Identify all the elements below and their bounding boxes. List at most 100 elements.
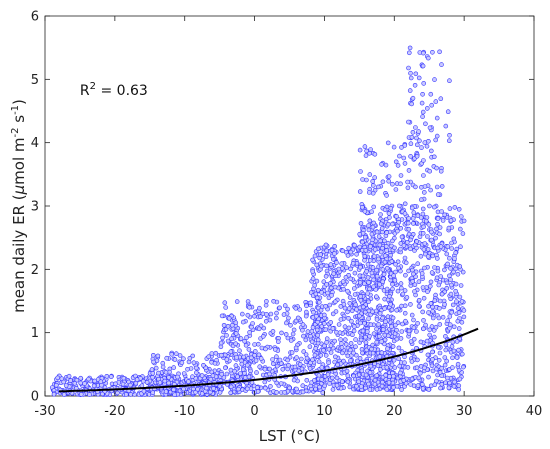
data-point <box>447 206 453 211</box>
data-point <box>409 101 415 107</box>
data-point <box>229 336 234 342</box>
data-point <box>418 253 424 259</box>
data-point <box>370 265 376 270</box>
data-point <box>423 322 428 328</box>
data-point <box>254 370 259 375</box>
data-point <box>415 321 420 326</box>
data-point <box>341 286 346 292</box>
data-point <box>164 355 169 361</box>
data-point <box>435 192 441 197</box>
data-point <box>428 148 434 154</box>
data-point <box>169 351 174 357</box>
data-point <box>342 305 348 311</box>
data-point <box>305 329 311 334</box>
data-point <box>412 83 418 88</box>
data-point <box>357 147 363 153</box>
data-point <box>366 190 372 195</box>
data-point <box>432 298 438 304</box>
data-point <box>435 268 441 274</box>
data-point <box>447 78 452 83</box>
data-point <box>217 383 223 389</box>
data-point <box>314 295 320 301</box>
data-point <box>415 383 421 388</box>
data-point <box>368 244 373 249</box>
data-point <box>308 300 314 306</box>
y-label-exp-a: -2 <box>10 128 21 138</box>
data-point <box>270 329 276 334</box>
data-point <box>385 221 391 227</box>
data-point <box>74 377 80 383</box>
data-point <box>365 261 371 267</box>
data-point <box>301 333 306 339</box>
data-point <box>87 392 92 397</box>
data-point <box>300 322 306 327</box>
data-point <box>434 184 440 190</box>
data-point <box>442 355 448 360</box>
data-point <box>384 193 389 198</box>
data-point <box>438 96 444 101</box>
data-point <box>439 184 445 189</box>
data-point <box>381 238 387 244</box>
data-point <box>450 339 456 345</box>
data-point <box>377 311 383 316</box>
data-point <box>461 218 467 224</box>
data-point <box>456 387 462 392</box>
data-point <box>353 344 358 350</box>
data-point <box>331 271 337 277</box>
data-point <box>247 330 252 335</box>
data-point <box>421 326 426 332</box>
data-point <box>399 329 405 334</box>
data-point <box>328 262 334 267</box>
data-point <box>318 307 324 313</box>
data-point <box>287 354 293 360</box>
data-point <box>104 373 110 379</box>
data-point <box>382 253 388 258</box>
data-point <box>386 178 392 184</box>
data-point <box>163 389 169 394</box>
data-point <box>318 252 323 257</box>
data-point <box>254 385 260 390</box>
data-point <box>390 281 395 287</box>
data-point <box>368 147 373 152</box>
data-point <box>263 346 268 352</box>
data-point <box>221 375 227 380</box>
data-point <box>373 308 379 314</box>
data-point <box>53 382 59 388</box>
data-point <box>402 143 408 148</box>
data-point <box>411 336 417 342</box>
data-point <box>460 231 466 236</box>
x-tick-label: 10 <box>316 404 333 419</box>
data-point <box>78 375 83 381</box>
data-point <box>389 221 395 227</box>
data-point <box>438 385 443 391</box>
data-point <box>212 360 218 366</box>
data-point <box>319 324 325 329</box>
data-point <box>285 306 290 312</box>
data-point <box>392 365 398 370</box>
data-point <box>451 324 457 330</box>
data-point <box>410 221 416 226</box>
data-point <box>245 312 251 318</box>
data-point <box>402 354 407 360</box>
data-point <box>412 282 418 288</box>
data-point <box>370 237 375 243</box>
x-tick-label: -20 <box>104 404 125 419</box>
data-point <box>366 381 371 387</box>
data-point <box>391 144 397 150</box>
data-point <box>421 318 426 323</box>
data-point <box>348 266 353 272</box>
data-point <box>332 284 338 290</box>
data-point <box>414 365 420 371</box>
data-point <box>246 374 252 380</box>
data-point <box>242 338 247 344</box>
data-point <box>262 385 268 391</box>
data-point <box>243 375 248 380</box>
data-point <box>274 310 279 316</box>
data-point <box>108 374 114 380</box>
data-point <box>456 326 462 331</box>
data-point <box>256 352 262 358</box>
data-point <box>392 322 398 328</box>
data-point <box>403 260 409 266</box>
data-point <box>163 369 169 375</box>
data-point <box>402 360 407 366</box>
